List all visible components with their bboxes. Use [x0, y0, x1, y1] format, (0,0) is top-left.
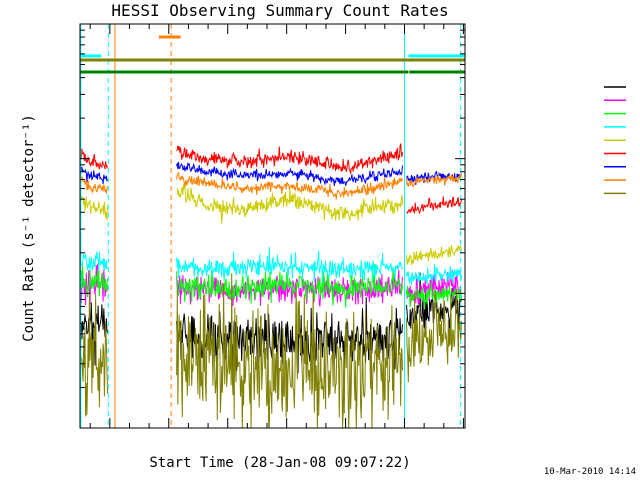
- footer-timestamp: 10-Mar-2010 14:14: [544, 467, 636, 477]
- series-8: [79, 273, 462, 429]
- series-3-segment-1: [176, 247, 403, 283]
- series-7-segment-0: [79, 176, 108, 194]
- legend: [604, 86, 626, 195]
- axes-group: [79, 23, 466, 429]
- series-2-segment-0: [79, 265, 108, 298]
- series-7-segment-1: [176, 172, 403, 200]
- series-8-segment-1: [176, 273, 403, 429]
- series-3-segment-2: [406, 264, 462, 285]
- mode-boundary-lines: [80, 24, 462, 428]
- series-4-segment-0: [79, 192, 108, 221]
- series-4-segment-1: [176, 182, 403, 224]
- series-7-segment-2: [406, 173, 462, 188]
- series-2: [79, 264, 462, 309]
- series-5-segment-1: [176, 143, 403, 174]
- series-8-segment-0: [79, 293, 108, 417]
- series-8-segment-2: [406, 288, 462, 383]
- series-3-segment-0: [79, 251, 108, 271]
- series-1-segment-1: [176, 269, 403, 307]
- series-4: [79, 182, 462, 266]
- series-2-segment-2: [406, 282, 462, 309]
- plot-frame: [79, 23, 466, 429]
- mode-flags-group: [80, 35, 465, 74]
- x-axis-label: Start Time (28-Jan-08 09:07:22): [149, 455, 410, 471]
- series-6-segment-1: [176, 161, 403, 187]
- data-series-group: [79, 143, 462, 429]
- series-4-segment-2: [406, 244, 462, 266]
- series-7: [79, 172, 462, 200]
- series-3: [79, 247, 462, 285]
- series-2-segment-1: [176, 264, 403, 308]
- series-5-segment-2: [406, 196, 462, 215]
- series-0-segment-0: [79, 302, 108, 366]
- chart-title: HESSI Observing Summary Count Rates: [111, 1, 448, 20]
- y-axis-label: Count Rate (s⁻¹ detector⁻¹): [21, 114, 37, 342]
